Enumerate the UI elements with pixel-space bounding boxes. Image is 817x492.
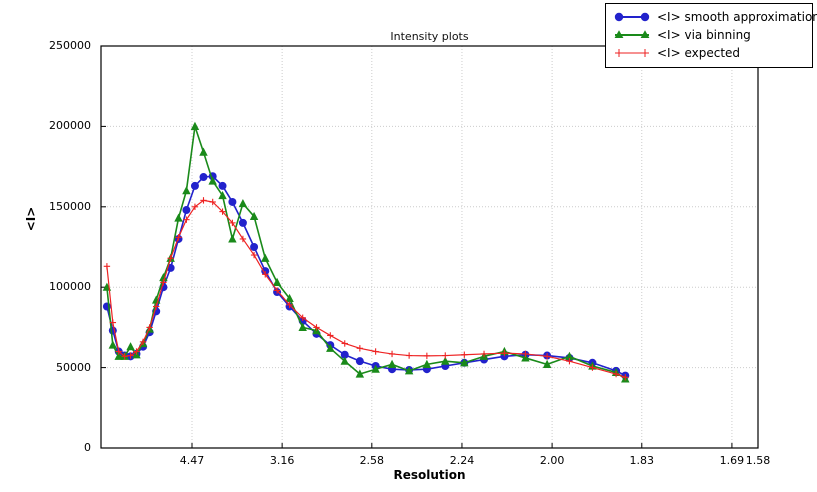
- legend-item[interactable]: <I> smooth approximation: [611, 8, 817, 26]
- x-tick-label: 2.00: [539, 454, 565, 467]
- legend-label: <I> expected: [657, 46, 741, 60]
- x-tick-label: 3.16: [269, 454, 295, 467]
- x-tick-label: 2.58: [359, 454, 385, 467]
- series-plus: [103, 197, 629, 381]
- legend-swatch-plus-icon: [611, 44, 653, 62]
- series-circle: [102, 172, 630, 380]
- legend-label: <I> smooth approximation: [657, 10, 817, 24]
- chart-title: Intensity plots: [390, 30, 469, 43]
- y-tick-label: 0: [84, 441, 91, 454]
- x-axis-label: Resolution: [393, 468, 466, 482]
- legend-swatch-circle-icon: [611, 8, 653, 26]
- y-tick-label: 200000: [49, 119, 91, 133]
- legend-label: <I> via binning: [657, 28, 751, 42]
- series-triangle: [102, 121, 630, 383]
- x-tick-label: 1.69: [719, 454, 745, 467]
- x-tick-label: 1.58: [745, 454, 771, 467]
- axis-frame: [100, 45, 759, 449]
- x-tick-label: 4.47: [179, 454, 205, 467]
- y-tick-label: 250000: [49, 39, 91, 52]
- legend-item[interactable]: <I> via binning: [611, 26, 807, 44]
- gridlines: [101, 45, 758, 448]
- legend-item[interactable]: <I> expected: [611, 44, 807, 62]
- x-tick-label: 1.83: [629, 454, 655, 467]
- y-tick-label: 100000: [49, 280, 91, 294]
- y-tick-label: 150000: [49, 199, 91, 213]
- x-tick-label: 2.24: [449, 454, 475, 467]
- legend: <I> smooth approximation <I> via binning: [605, 3, 817, 68]
- legend-swatch-triangle-icon: [611, 26, 653, 44]
- y-tick-label: 50000: [56, 360, 91, 374]
